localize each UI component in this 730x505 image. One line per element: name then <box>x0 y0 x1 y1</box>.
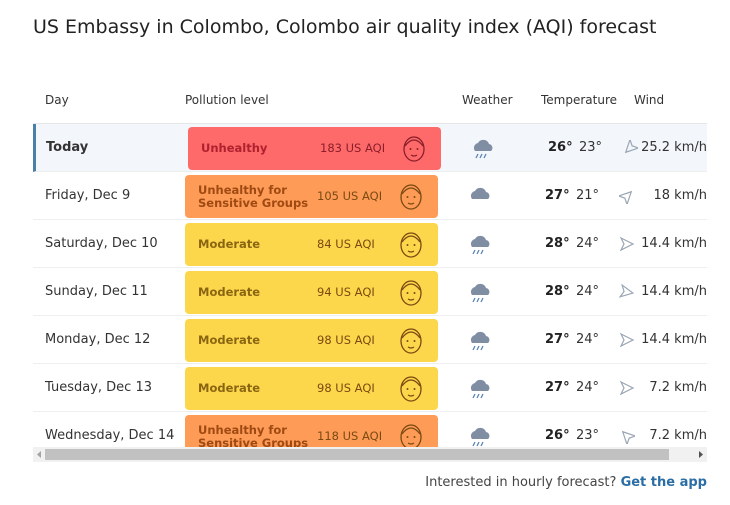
pollution-level: Moderate <box>198 285 261 299</box>
temp-low: 24° <box>576 380 600 395</box>
header: Pollution level <box>185 93 269 107</box>
wind-speed: 25.2 km/h <box>641 140 707 155</box>
temp-low: 21° <box>576 188 600 203</box>
scroll-left[interactable] <box>34 447 46 462</box>
wind-speed: 14.4 km/h <box>641 236 707 251</box>
header: Temperature <box>541 93 618 107</box>
scrollbar[interactable] <box>33 447 707 462</box>
wind-arrow <box>619 380 635 396</box>
forecast-row: Friday, Dec 9 Unhealthy for Sensitive Gro… <box>33 172 707 220</box>
face-icon <box>400 232 422 258</box>
pollution-level: Unhealthy for Sensitive Groups <box>198 422 309 447</box>
wind-speed: 14.4 km/h <box>641 284 707 299</box>
weather-icon <box>470 187 490 199</box>
temp-high: 26° <box>548 140 573 155</box>
pollution-pill: Moderate 98 US AQI <box>185 319 438 362</box>
face-icon <box>403 136 425 162</box>
pollution-pill: Unhealthy for Sensitive Groups 105 US AQI <box>185 175 438 218</box>
weather-icon <box>470 235 490 255</box>
wind-speed: 14.4 km/h <box>641 332 707 347</box>
aqi-value: 105 US AQI <box>317 189 383 203</box>
day: Friday, Dec 9 <box>45 188 131 203</box>
pollution-level: Unhealthy <box>201 141 268 155</box>
day: Today <box>46 140 89 155</box>
wind-arrow <box>621 430 635 444</box>
aqi-value: 98 US AQI <box>317 333 375 347</box>
temp-low: 23° <box>579 140 603 155</box>
aqi-value: 183 US AQI <box>320 141 386 155</box>
wind-arrow <box>619 332 635 348</box>
face-icon <box>400 328 422 354</box>
day: Saturday, Dec 10 <box>45 236 158 251</box>
wind-speed: 18 km/h <box>653 188 708 203</box>
header: Day <box>45 93 69 107</box>
pollution-level: Moderate <box>198 333 261 347</box>
temp-low: 23° <box>576 428 600 443</box>
weather-icon <box>470 427 490 447</box>
forecast-row: Saturday, Dec 10 Moderate 84 US AQI 28° 24° 1… <box>33 220 707 268</box>
pollution-pill: Unhealthy for Sensitive Groups 118 US AQI <box>185 415 438 447</box>
wind-arrow <box>619 190 633 204</box>
day: Wednesday, Dec 14 <box>45 428 175 443</box>
day: Tuesday, Dec 13 <box>45 380 152 395</box>
face-icon <box>400 376 422 402</box>
wind-speed: 7.2 km/h <box>649 380 707 395</box>
pollution-pill: Unhealthy 183 US AQI <box>188 127 441 170</box>
header: Wind <box>634 93 665 107</box>
day: Monday, Dec 12 <box>45 332 151 347</box>
temp-low: 24° <box>576 332 600 347</box>
pollution-pill: Moderate 98 US AQI <box>185 367 438 410</box>
footer-text: Interested in hourly forecast? <box>425 475 617 490</box>
forecast-row: Wednesday, Dec 14 Unhealthy for Sensitive… <box>33 412 707 447</box>
weather-icon <box>470 331 490 351</box>
weather-icon <box>473 139 493 159</box>
forecast-row: Today Unhealthy 183 US AQI 26° 23° 25.2 km/h <box>33 124 707 172</box>
title: US Embassy in Colombo, Colombo air quali… <box>33 16 657 38</box>
forecast-row: Monday, Dec 12 Moderate 98 US AQI 27° 24° 14.… <box>33 316 707 364</box>
pollution-level: Unhealthy for Sensitive Groups <box>198 182 309 210</box>
day: Sunday, Dec 11 <box>45 284 148 299</box>
table-body: Today Unhealthy 183 US AQI 26° 23° 25.2 km/h F… <box>33 124 707 447</box>
app-link[interactable]: Get the app <box>620 475 707 490</box>
temp-high: 27° <box>545 332 570 347</box>
aqi-value: 84 US AQI <box>317 237 375 251</box>
scroll-thumb[interactable] <box>45 449 669 460</box>
temp-high: 27° <box>545 188 570 203</box>
face-icon <box>400 280 422 306</box>
temp-high: 28° <box>545 236 570 251</box>
pollution-level: Moderate <box>198 237 261 251</box>
face-icon <box>400 184 422 210</box>
divider <box>33 123 707 124</box>
temp-low: 24° <box>576 284 600 299</box>
temp-high: 28° <box>545 284 570 299</box>
aqi-value: 118 US AQI <box>317 429 383 443</box>
pollution-level: Moderate <box>198 381 261 395</box>
aqi-value: 98 US AQI <box>317 381 375 395</box>
scroll-right[interactable] <box>694 447 706 462</box>
pollution-pill: Moderate 94 US AQI <box>185 271 438 314</box>
forecast-row: Tuesday, Dec 13 Moderate 98 US AQI 27° 24° 7.… <box>33 364 707 412</box>
wind-speed: 7.2 km/h <box>649 428 707 443</box>
weather-icon <box>470 379 490 399</box>
weather-icon <box>470 283 490 303</box>
temp-low: 24° <box>576 236 600 251</box>
footer: Interested in hourly forecast? Get the a… <box>425 475 707 490</box>
wind-arrow <box>619 284 635 298</box>
face-icon <box>400 424 422 447</box>
aqi-value: 94 US AQI <box>317 285 375 299</box>
wind-arrow <box>624 140 638 154</box>
wind-arrow <box>619 236 635 252</box>
forecast-row: Sunday, Dec 11 Moderate 94 US AQI 28° 24° 14.… <box>33 268 707 316</box>
pollution-pill: Moderate 84 US AQI <box>185 223 438 266</box>
temp-high: 27° <box>545 380 570 395</box>
header: Weather <box>462 93 513 107</box>
temp-high: 26° <box>545 428 570 443</box>
